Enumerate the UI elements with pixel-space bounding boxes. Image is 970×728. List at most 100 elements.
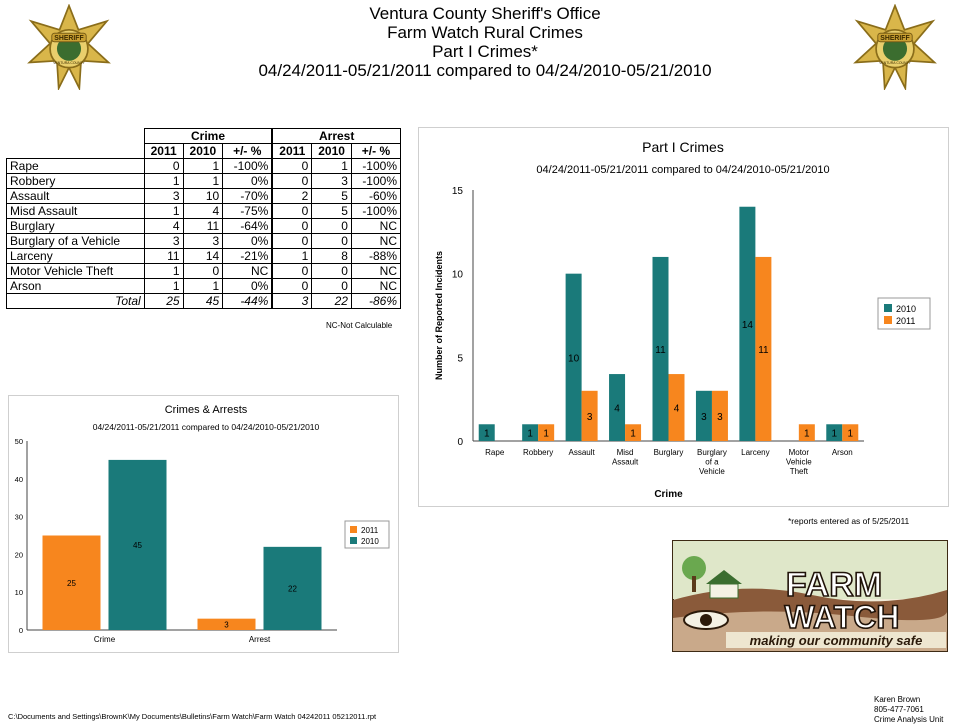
y-tick-label: 10 bbox=[452, 270, 464, 281]
x-axis-label: Crime bbox=[654, 489, 683, 500]
table-total-row: Total 25 45 -44% 3 22 -86% bbox=[6, 293, 402, 309]
part1-crimes-chart: Part I Crimes 04/24/2011-05/21/2011 compa… bbox=[434, 139, 931, 500]
table-cell: 0 bbox=[271, 263, 313, 279]
credits-block: Karen Brown 805-477-7061 Crime Analysis … bbox=[874, 695, 943, 725]
bar-value-label: 11 bbox=[758, 345, 769, 356]
badge-left-text: SHERIFF bbox=[54, 35, 83, 42]
table-cell: -21% bbox=[222, 248, 273, 264]
table-cell: 0 bbox=[271, 173, 313, 189]
bar-2010 bbox=[263, 546, 322, 630]
table-cell: 11 bbox=[182, 218, 224, 234]
x-tick-label: Assault bbox=[568, 448, 595, 457]
table-cell: 8 bbox=[311, 248, 352, 264]
table-cell: 0 bbox=[271, 158, 313, 174]
y-axis-label: Number of Reported Incidents bbox=[434, 251, 444, 380]
legend-swatch-2010 bbox=[350, 537, 357, 544]
crimes-arrests-panel: Crimes & Arrests 04/24/2011-05/21/2011 co… bbox=[8, 395, 399, 653]
table-cell: -70% bbox=[222, 188, 273, 204]
table-cell: -100% bbox=[350, 173, 402, 189]
bar-2011 bbox=[581, 390, 598, 441]
sheriff-badge-left-icon: SHERIFF VENTURA COUNTY bbox=[27, 4, 111, 90]
arrest-group-header: Arrest bbox=[271, 128, 402, 144]
table-cell: -86% bbox=[350, 293, 402, 309]
logo-farm: FARM bbox=[786, 566, 882, 604]
table-cell: -100% bbox=[222, 158, 273, 174]
bar-2011 bbox=[197, 618, 256, 630]
bar-value-label: 25 bbox=[67, 579, 76, 588]
table-cell: 5 bbox=[311, 188, 352, 204]
y-tick-label: 50 bbox=[15, 437, 23, 446]
report-header: Ventura County Sheriff's Office Farm Wat… bbox=[200, 4, 770, 80]
legend-label: 2011 bbox=[896, 316, 915, 326]
table-sub-header-row: 2011 2010 +/- % 2011 2010 +/- % bbox=[7, 143, 402, 159]
table-cell: -64% bbox=[222, 218, 273, 234]
table-cell: 0% bbox=[222, 173, 273, 189]
table-cell: 45 bbox=[182, 293, 224, 309]
table-corner-2 bbox=[7, 144, 145, 159]
table-cell: 0 bbox=[271, 203, 313, 219]
row-label: Burglary bbox=[6, 218, 145, 234]
file-path: C:\Documents and Settings\BrownK\My Docu… bbox=[8, 712, 377, 721]
row-label: Arson bbox=[6, 278, 145, 294]
bar-value-label: 4 bbox=[674, 404, 680, 415]
badge-right-text: SHERIFF bbox=[880, 35, 909, 42]
row-label: Burglary of a Vehicle bbox=[6, 233, 145, 249]
col-header: 2010 bbox=[311, 143, 352, 159]
table-cell: 25 bbox=[143, 293, 184, 309]
table-cell: 0 bbox=[311, 263, 352, 279]
bar-value-label: 4 bbox=[614, 404, 620, 415]
col-header: +/- % bbox=[222, 143, 273, 159]
x-tick-label: Motor bbox=[789, 448, 810, 457]
bar-value-label: 1 bbox=[630, 429, 636, 440]
bar-value-label: 3 bbox=[224, 620, 229, 629]
table-cell: 11 bbox=[143, 248, 184, 264]
x-tick-label: Vehicle bbox=[786, 458, 812, 467]
table-cell: 1 bbox=[182, 158, 224, 174]
table-cell: NC bbox=[222, 263, 273, 279]
bar-2010 bbox=[695, 390, 712, 441]
table-row: Misd Assault 1 4 -75% 0 5 -100% bbox=[6, 203, 402, 219]
table-cell: 3 bbox=[143, 188, 184, 204]
crime-group-header: Crime bbox=[143, 128, 273, 144]
bar-value-label: 45 bbox=[133, 541, 142, 550]
x-tick-label: Robbery bbox=[523, 448, 553, 457]
table-cell: 0 bbox=[271, 233, 313, 249]
table-cell: -60% bbox=[350, 188, 402, 204]
x-tick-label: Arrest bbox=[249, 635, 271, 644]
col-header: 2011 bbox=[143, 143, 184, 159]
bar-2010 bbox=[826, 424, 843, 441]
x-tick-label: Assault bbox=[612, 458, 639, 467]
table-cell: 0% bbox=[222, 278, 273, 294]
credits-phone: 805-477-7061 bbox=[874, 705, 924, 714]
bar-value-label: 1 bbox=[804, 429, 810, 440]
table-cell: -75% bbox=[222, 203, 273, 219]
bar-2011 bbox=[755, 256, 772, 441]
x-tick-label: Rape bbox=[485, 448, 505, 457]
table-cell: 3 bbox=[311, 173, 352, 189]
col-header: 2011 bbox=[271, 143, 313, 159]
crimes-arrests-chart: Crimes & Arrests 04/24/2011-05/21/2011 co… bbox=[15, 404, 390, 644]
chart-title: Crimes & Arrests bbox=[165, 404, 248, 416]
y-tick-label: 5 bbox=[457, 353, 463, 364]
table-cell: 1 bbox=[311, 158, 352, 174]
chart-title: Part I Crimes bbox=[642, 139, 724, 155]
bar-value-label: 1 bbox=[484, 429, 490, 440]
table-cell: 14 bbox=[182, 248, 224, 264]
nc-note: NC-Not Calculable bbox=[326, 321, 393, 330]
chart-subtitle: 04/24/2011-05/21/2011 compared to 04/24/… bbox=[93, 422, 320, 432]
table-cell: 0 bbox=[143, 158, 184, 174]
x-tick-label: Vehicle bbox=[699, 467, 725, 476]
bar-value-label: 22 bbox=[288, 584, 297, 593]
col-header: 2010 bbox=[182, 143, 224, 159]
header-part: Part I Crimes* bbox=[432, 42, 538, 61]
tree-icon bbox=[682, 556, 706, 580]
table-cell: 4 bbox=[182, 203, 224, 219]
table-cell: 10 bbox=[182, 188, 224, 204]
bar-value-label: 14 bbox=[742, 320, 754, 331]
table-cell: 0 bbox=[311, 278, 352, 294]
table-cell: 0 bbox=[182, 263, 224, 279]
bar-value-label: 1 bbox=[847, 429, 853, 440]
y-tick-label: 0 bbox=[457, 437, 463, 448]
table-cell: -100% bbox=[350, 158, 402, 174]
col-header: +/- % bbox=[350, 143, 402, 159]
